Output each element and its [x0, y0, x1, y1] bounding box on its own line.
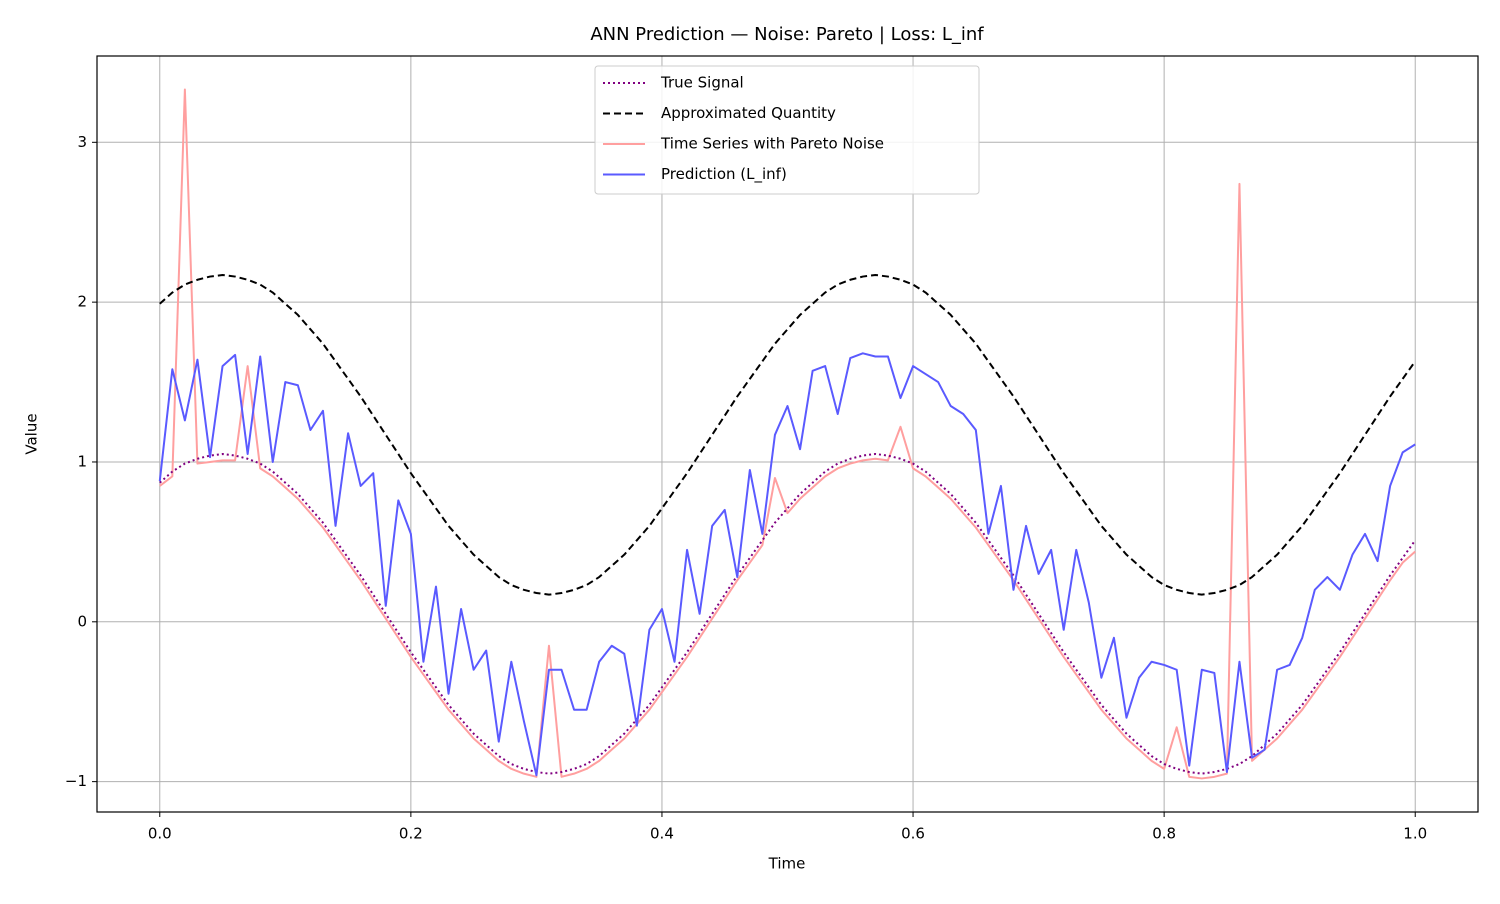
plot-area: [158, 88, 1417, 780]
x-tick-label: 0.0: [148, 825, 172, 843]
legend-label: Approximated Quantity: [661, 104, 836, 122]
legend: True Signal Approximated Quantity Time Ser…: [594, 65, 980, 195]
y-axis-label: Value: [23, 413, 41, 454]
legend-label: Time Series with Pareto Noise: [660, 135, 884, 153]
legend-box: [594, 65, 980, 195]
y-tick-label: 0: [77, 612, 87, 630]
y-tick-label: 3: [77, 133, 87, 151]
x-tick-label: 0.4: [650, 825, 674, 843]
legend-label: True Signal: [660, 74, 744, 92]
series-line: [159, 273, 1417, 596]
x-tick-label: 1.0: [1403, 825, 1427, 843]
axes-frame: [96, 55, 1479, 813]
chart-title: ANN Prediction — Noise: Pareto | Loss: L…: [590, 24, 984, 45]
ticks: 0.0 0.2 0.4 0.6 0.8 1.0 −1 0 1 2 3: [65, 133, 1427, 843]
y-tick-label: −1: [65, 772, 87, 790]
series-line: [159, 88, 1416, 780]
x-tick-label: 0.6: [901, 825, 925, 843]
series-line: [158, 352, 1416, 777]
y-tick-label: 1: [77, 452, 87, 470]
x-tick-label: 0.8: [1152, 825, 1176, 843]
y-tick-label: 2: [77, 293, 87, 311]
x-axis-label: Time: [768, 855, 806, 873]
legend-label: Prediction (L_inf): [661, 165, 787, 184]
x-tick-label: 0.2: [399, 825, 423, 843]
series-line: [159, 452, 1417, 775]
